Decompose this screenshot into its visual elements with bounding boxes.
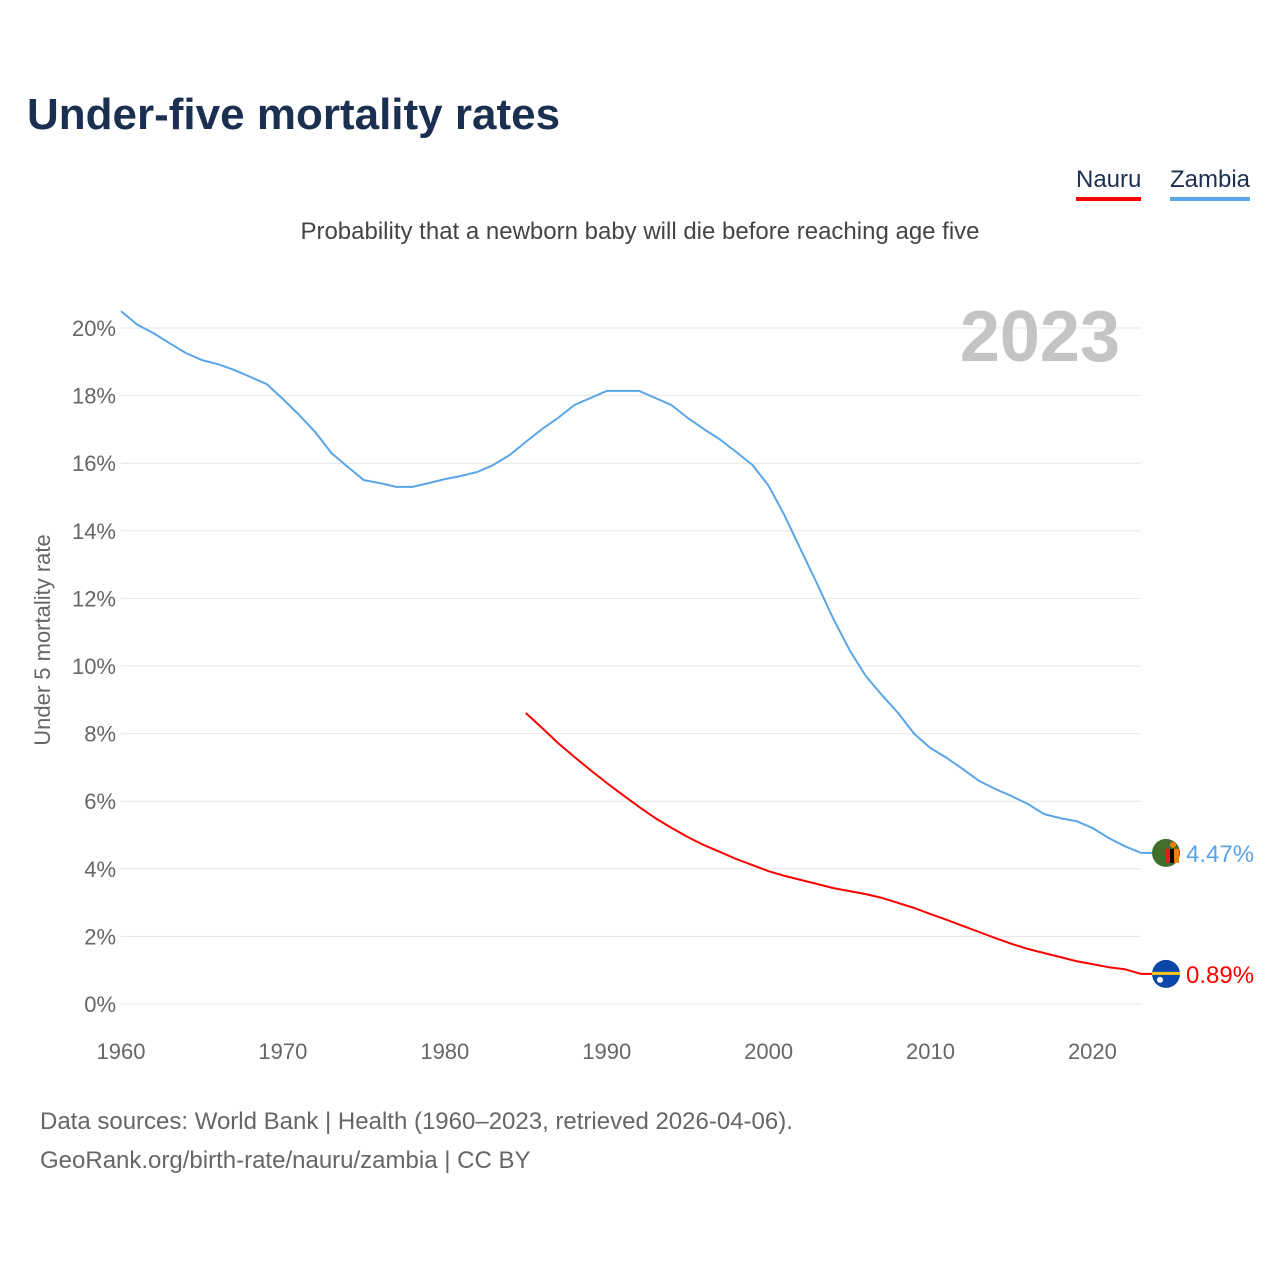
legend-nauru[interactable]: Nauru [1076,166,1142,201]
flag-stripe [1174,848,1179,863]
y-tick-label: 12% [72,586,116,611]
chart-subtitle: Probability that a newborn baby will die… [300,218,980,245]
x-tick-label: 2000 [744,1039,793,1064]
year-badge: 2023 [960,297,1120,377]
y-tick-label: 18% [72,384,116,409]
x-tick-label: 2020 [1068,1039,1117,1064]
y-axis-label: Under 5 mortality rate [30,534,55,746]
flag-stripe [1152,971,1180,975]
source-link[interactable]: GeoRank.org/birth-rate/nauru/zambia | CC… [40,1147,531,1174]
series-line-nauru [525,712,1142,975]
x-tick-label: 2010 [906,1039,955,1064]
y-tick-label: 16% [72,451,116,476]
x-tick-label: 1980 [420,1039,469,1064]
y-tick-label: 20% [72,316,116,341]
y-tick-label: 10% [72,654,116,679]
flag-stripe [1170,848,1174,863]
y-tick-label: 8% [84,722,116,747]
legend-zambia[interactable]: Zambia [1170,166,1251,201]
flag-stripe [1166,848,1170,863]
flag-star [1157,976,1163,983]
y-tick-label: 6% [84,789,116,814]
y-tick-label: 0% [84,992,116,1017]
x-tick-label: 1970 [258,1039,307,1064]
end-value-label-zambia: 4.47% [1186,841,1254,868]
y-tick-label: 4% [84,857,116,882]
chart-title: Under-five mortality rates [27,90,561,139]
y-tick-label: 2% [84,924,116,949]
series-line-zambia [120,310,1142,854]
x-tick-label: 1990 [582,1039,631,1064]
end-value-label-nauru: 0.89% [1186,962,1254,989]
y-tick-label: 14% [72,519,116,544]
flag-eagle [1170,841,1176,848]
x-tick-label: 1960 [97,1039,146,1064]
source-line: Data sources: World Bank | Health (1960–… [40,1108,793,1135]
